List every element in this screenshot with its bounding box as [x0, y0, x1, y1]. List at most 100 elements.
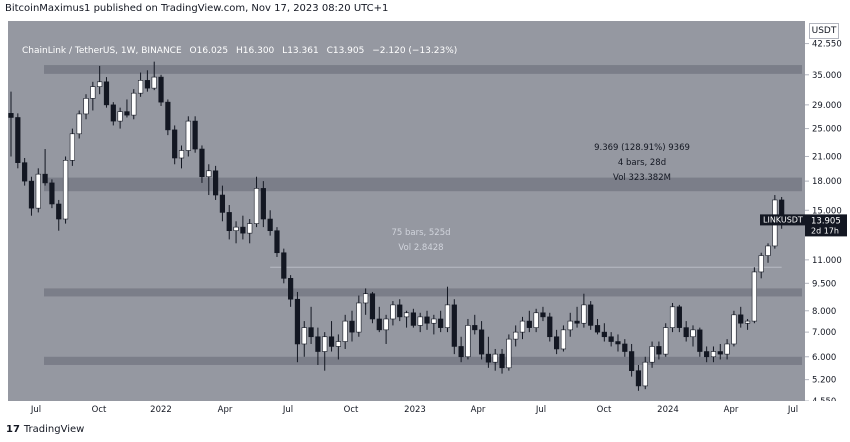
candle-body — [724, 343, 730, 355]
candle-body — [424, 316, 430, 324]
candle — [567, 312, 573, 337]
candle — [8, 91, 14, 157]
candle — [547, 312, 553, 342]
legend-close: C13.905 — [326, 46, 365, 56]
candle-body — [274, 230, 280, 254]
candle-body — [431, 318, 437, 324]
time-axis[interactable]: Jul Oct 2022 Apr Jul Oct 2023 Apr Jul Oct 2024 Apr J… — [8, 401, 805, 419]
candle-body — [438, 318, 444, 328]
candle — [42, 149, 48, 186]
candle-body — [506, 338, 512, 369]
candle-body — [683, 327, 689, 338]
candle-body — [642, 361, 648, 387]
candle — [158, 74, 164, 106]
candle — [553, 329, 560, 355]
annotation-text: 75 bars, 525d — [391, 228, 450, 238]
candle — [117, 107, 123, 129]
candle-body — [226, 212, 232, 232]
candle — [506, 334, 512, 371]
candle-body — [383, 318, 389, 331]
candle — [103, 77, 110, 108]
candle-body — [199, 148, 205, 178]
candle — [669, 302, 676, 333]
candle — [233, 221, 239, 244]
candle-body — [553, 336, 560, 350]
candle — [472, 314, 478, 335]
candle — [697, 327, 703, 357]
candle-body — [410, 312, 416, 326]
candle — [124, 99, 130, 118]
candle-body — [110, 104, 116, 122]
candle-body — [288, 278, 294, 300]
candle — [704, 346, 710, 363]
candle — [274, 227, 280, 257]
time-tick-label: 2022 — [150, 405, 172, 415]
candle — [308, 306, 314, 344]
candle-body — [328, 336, 335, 347]
zone-0 — [44, 65, 802, 74]
candle-body — [397, 304, 403, 318]
time-tick-label: Jul — [282, 405, 293, 415]
chart-plot-area[interactable]: 9.369 (128.91%) 9369 4 bars, 28d Vol 323.3… — [8, 21, 805, 401]
price-tick-label: 11.000 — [812, 256, 842, 266]
candle-body — [97, 81, 103, 87]
annotation-text: Vol 323.382M — [613, 173, 671, 183]
price-tick-label: 4.550 — [812, 397, 836, 401]
candle-body — [192, 120, 198, 150]
candle — [178, 145, 185, 169]
candle-body — [547, 316, 553, 338]
candle — [226, 205, 232, 240]
candle — [219, 185, 226, 222]
candle — [526, 310, 532, 333]
price-tick-label: 15.000 — [812, 206, 842, 216]
candle — [328, 321, 335, 352]
candle — [622, 339, 628, 357]
price-tick-label: 18.000 — [812, 177, 842, 187]
candle-body — [588, 304, 594, 326]
candle — [247, 219, 253, 244]
candle — [151, 61, 157, 91]
candle-body — [206, 170, 212, 178]
candle — [601, 323, 607, 342]
candle — [281, 248, 287, 284]
candle-body — [322, 336, 328, 352]
candle — [690, 325, 696, 347]
annotation-text: Vol 2.8428 — [398, 243, 443, 253]
candle — [369, 291, 376, 324]
candle — [444, 286, 451, 333]
candle-body — [178, 150, 185, 159]
candle — [656, 341, 662, 360]
time-tick-label: Apr — [471, 405, 486, 415]
candle — [397, 299, 403, 322]
candle-body — [390, 304, 396, 320]
candle — [192, 116, 198, 153]
candle-body — [417, 316, 423, 326]
candle-body — [131, 92, 137, 116]
candle-body — [485, 353, 492, 363]
candle-body — [308, 327, 314, 338]
candle-body — [710, 351, 717, 358]
candle — [62, 156, 69, 224]
candle — [213, 165, 219, 200]
candle-body — [663, 327, 669, 355]
candle-body — [704, 351, 710, 358]
candle-body — [240, 226, 246, 234]
candle-body — [15, 117, 21, 163]
candle-body — [349, 320, 355, 333]
candle-body — [656, 346, 662, 355]
candle — [90, 81, 96, 111]
candle — [363, 288, 369, 315]
candle — [172, 125, 178, 165]
price-tick-label: 42.550 — [812, 40, 842, 50]
currency-button[interactable]: USDT — [809, 23, 839, 39]
candle-body — [615, 341, 621, 345]
candle-body — [751, 271, 757, 322]
candle — [137, 72, 144, 97]
candle-body — [622, 343, 628, 352]
candle — [410, 308, 416, 328]
candle — [533, 308, 539, 333]
candle-body — [233, 226, 239, 232]
candle-body — [213, 170, 219, 196]
candle — [199, 145, 205, 183]
price-axis[interactable]: 42.550 35.000 29.000 25.000 21.000 18.000 15.0… — [805, 21, 850, 407]
